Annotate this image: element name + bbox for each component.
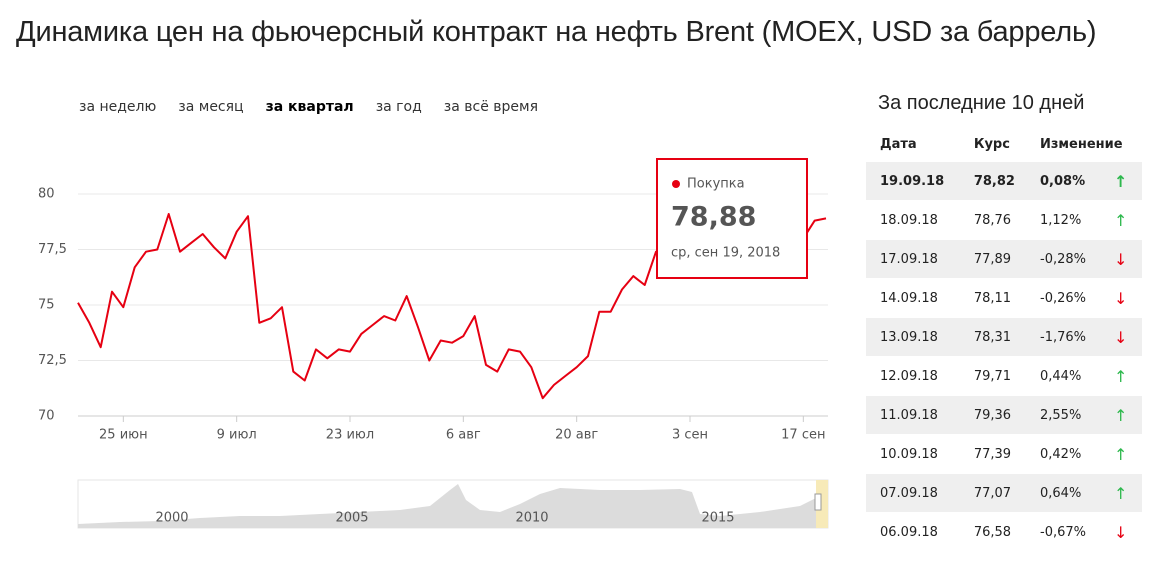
navigator-label: 2005 xyxy=(335,511,368,526)
navigator-label: 2000 xyxy=(155,511,188,526)
table-cell: -0,28% xyxy=(1026,239,1110,279)
navigator xyxy=(77,479,829,529)
table-cell: 13.09.18 xyxy=(866,317,960,357)
table-cell: 77,07 xyxy=(959,473,1026,513)
period-tab[interactable]: за квартал xyxy=(265,99,354,115)
trend-arrow: ↓ xyxy=(1109,239,1142,279)
table-cell: 07.09.18 xyxy=(866,473,960,513)
side-panel: За последние 10 дней Дата Курс Изменение 19… xyxy=(866,92,1142,551)
x-tick-label: 17 сен xyxy=(781,428,825,443)
rates-table: Дата Курс Изменение 19.09.18 78,82 0,08% ↑ 18.0… xyxy=(866,127,1142,551)
column-header: Курс xyxy=(973,136,1010,152)
table-cell: 19.09.18 xyxy=(866,161,960,201)
y-tick-label: 80 xyxy=(38,187,55,202)
trend-arrow: ↑ xyxy=(1109,434,1142,474)
table-cell: 78,76 xyxy=(959,200,1026,240)
y-tick-label: 72,5 xyxy=(38,353,67,368)
table-row: 11.09.18 79,36 2,55% ↑ xyxy=(866,395,1142,435)
y-tick-label: 70 xyxy=(38,409,55,424)
trend-arrow: ↑ xyxy=(1109,200,1142,240)
x-tick-label: 23 июл xyxy=(326,428,374,443)
x-tick-label: 25 июн xyxy=(99,428,148,443)
trend-arrow: ↑ xyxy=(1109,356,1142,396)
navigator-label: 2010 xyxy=(515,511,548,526)
trend-arrow: ↓ xyxy=(1109,278,1142,318)
tooltip-date: ср, сен 19, 2018 xyxy=(671,246,780,261)
table-row: 06.09.18 76,58 -0,67% ↓ xyxy=(866,512,1142,551)
period-tabs: за неделю за месяц за квартал за год за всё … xyxy=(79,99,538,115)
x-tick-label: 6 авг xyxy=(446,428,481,443)
table-cell: 79,36 xyxy=(959,395,1026,435)
tooltip-value: 78,88 xyxy=(671,202,756,233)
table-cell: 18.09.18 xyxy=(866,200,960,240)
table-cell: 0,44% xyxy=(1026,356,1110,396)
table-row: 17.09.18 77,89 -0,28% ↓ xyxy=(866,239,1142,279)
x-tick-label: 9 июл xyxy=(217,428,257,443)
table-cell: 11.09.18 xyxy=(866,395,960,435)
trend-arrow: ↑ xyxy=(1109,473,1142,513)
table-cell: -1,76% xyxy=(1026,317,1110,357)
table-row: 13.09.18 78,31 -1,76% ↓ xyxy=(866,317,1142,357)
column-header: Изменение xyxy=(1040,136,1123,152)
table-row: 19.09.18 78,82 0,08% ↑ xyxy=(866,161,1142,201)
period-tab[interactable]: за неделю xyxy=(79,99,157,115)
navigator-area xyxy=(78,484,828,528)
tooltip-box xyxy=(656,158,808,279)
navigator-label: 2015 xyxy=(701,511,734,526)
table-cell: 17.09.18 xyxy=(866,239,960,279)
table-cell: 10.09.18 xyxy=(866,434,960,474)
table-row: 12.09.18 79,71 0,44% ↑ xyxy=(866,356,1142,396)
table-cell: 2,55% xyxy=(1026,395,1110,435)
page-title: Динамика цен на фьючерсный контракт на н… xyxy=(16,16,1097,48)
chart: 70 72,5 75 77,5 80 25 июн 9 июл 23 июл 6 авг 20 а… xyxy=(38,158,829,529)
navigator-handle[interactable] xyxy=(814,493,822,511)
trend-arrow: ↑ xyxy=(1109,161,1142,201)
period-tab[interactable]: за месяц xyxy=(178,99,244,115)
table-cell: 14.09.18 xyxy=(866,278,960,318)
table-cell: -0,67% xyxy=(1026,512,1110,551)
navigator-window[interactable] xyxy=(816,480,828,528)
table-cell: 78,11 xyxy=(959,278,1026,318)
column-header: Дата xyxy=(880,136,917,152)
table-cell: 1,12% xyxy=(1026,200,1110,240)
table-cell: 12.09.18 xyxy=(866,356,960,396)
table-title: За последние 10 дней xyxy=(878,92,1085,114)
tooltip-dot xyxy=(672,180,680,188)
table-cell: -0,26% xyxy=(1026,278,1110,318)
table-cell: 0,64% xyxy=(1026,473,1110,513)
table-cell: 78,82 xyxy=(959,161,1026,201)
table-row: 07.09.18 77,07 0,64% ↑ xyxy=(866,473,1142,513)
table-cell: 79,71 xyxy=(959,356,1026,396)
y-tick-label: 77,5 xyxy=(38,242,67,257)
table-cell: 77,89 xyxy=(959,239,1026,279)
table-row: 10.09.18 77,39 0,42% ↑ xyxy=(866,434,1142,474)
x-tick-label: 3 сен xyxy=(672,428,708,443)
period-tab[interactable]: за всё время xyxy=(443,99,538,115)
table-cell: 0,42% xyxy=(1026,434,1110,474)
y-tick-label: 75 xyxy=(38,298,55,313)
trend-arrow: ↓ xyxy=(1109,512,1142,551)
table-cell: 0,08% xyxy=(1026,161,1110,201)
table-cell: 77,39 xyxy=(959,434,1026,474)
x-tick-label: 20 авг xyxy=(555,428,598,443)
table-cell: 78,31 xyxy=(959,317,1026,357)
table-row: 18.09.18 78,76 1,12% ↑ xyxy=(866,200,1142,240)
tooltip-label: Покупка xyxy=(687,177,745,192)
table-cell: 76,58 xyxy=(959,512,1026,551)
trend-arrow: ↑ xyxy=(1109,395,1142,435)
table-cell: 06.09.18 xyxy=(866,512,960,551)
table-row: 14.09.18 78,11 -0,26% ↓ xyxy=(866,278,1142,318)
period-tab[interactable]: за год xyxy=(375,99,422,115)
trend-arrow: ↓ xyxy=(1109,317,1142,357)
